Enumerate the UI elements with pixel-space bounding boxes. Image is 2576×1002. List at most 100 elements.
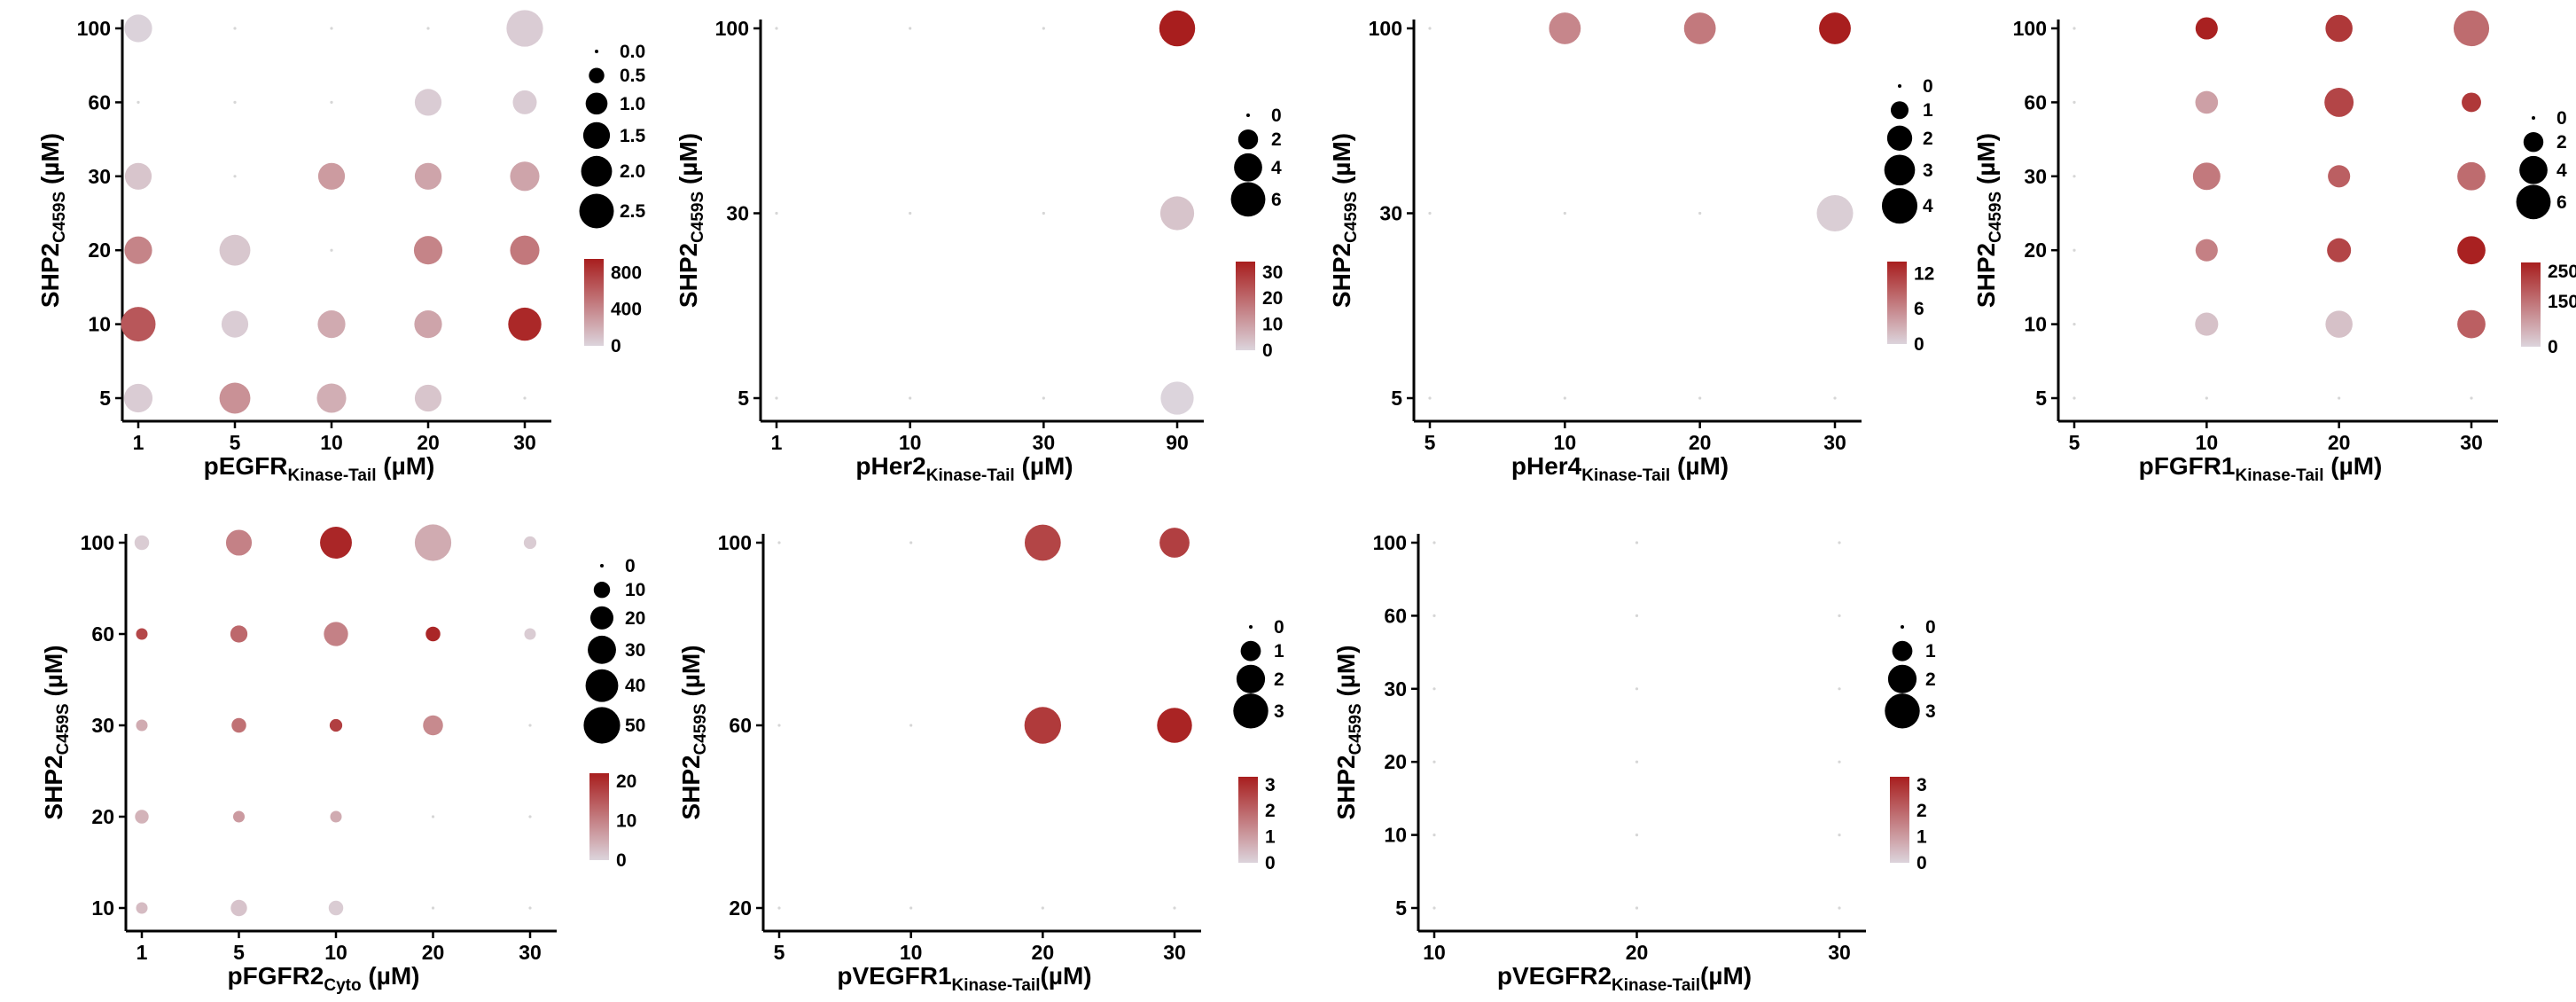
x-tick-label: 10 [2196, 431, 2219, 454]
data-bubble [2457, 236, 2486, 265]
grid-dot [1432, 906, 1436, 910]
data-bubble [414, 162, 442, 190]
grid-dot [1041, 906, 1044, 910]
data-bubble [524, 628, 536, 640]
x-tick-label: 30 [1033, 431, 1056, 454]
grid-dot [1428, 211, 1432, 215]
color-bar-label: 20 [1262, 288, 1283, 309]
y-axis-title: SHP2C459S (µM) [1972, 133, 2005, 308]
size-legend-dot [1234, 153, 1262, 182]
data-bubble [230, 625, 248, 643]
x-tick-label: 20 [2328, 431, 2351, 454]
data-bubble [328, 900, 344, 916]
y-tick-label: 60 [91, 622, 114, 646]
x-axis-title: pEGFRKinase-Tail (µM) [204, 452, 435, 485]
y-tick-label: 30 [1384, 677, 1407, 701]
x-tick-label: 20 [1626, 941, 1649, 964]
data-bubble [136, 902, 148, 914]
size-legend-dot [585, 92, 608, 115]
size-legend-label: 0.5 [620, 66, 646, 86]
y-axis-title: SHP2C459S (µM) [1328, 133, 1361, 308]
grid-dot [2073, 248, 2076, 252]
data-bubble [2325, 310, 2353, 338]
grid-dot [909, 211, 912, 215]
x-axis-title: pVEGFR2Kinase-Tail(µM) [1497, 962, 1752, 995]
size-legend-dot [1881, 188, 1918, 224]
size-legend-label: 4 [1271, 158, 1282, 178]
x-tick-label: 30 [1823, 431, 1846, 454]
size-legend-dot [1236, 664, 1266, 693]
data-bubble [2195, 17, 2218, 40]
y-tick-label: 100 [2013, 17, 2047, 40]
size-legend-label: 2 [1271, 129, 1282, 150]
y-tick-label: 20 [91, 805, 114, 828]
color-bar-label: 0 [2548, 337, 2558, 357]
data-bubble [2328, 165, 2351, 188]
data-bubble [506, 10, 543, 47]
data-bubble [231, 717, 246, 733]
size-legend-label: 3 [1923, 160, 1933, 181]
size-legend-dot [1892, 640, 1913, 661]
size-legend-dot [1885, 693, 1920, 729]
data-bubble [135, 810, 149, 824]
grid-dot [1432, 614, 1436, 618]
size-legend-label: 0 [1271, 106, 1282, 126]
color-bar-label: 0 [611, 336, 621, 356]
grid-dot [1428, 27, 1432, 30]
grid-dot [1838, 687, 1841, 691]
size-legend-label: 0 [625, 556, 636, 576]
data-bubble [510, 161, 540, 192]
y-tick-label: 10 [1384, 824, 1407, 847]
data-bubble [414, 524, 452, 561]
data-bubble [320, 527, 352, 559]
grid-dot [1838, 906, 1841, 910]
y-tick-label: 20 [729, 896, 752, 920]
data-bubble [2453, 10, 2490, 47]
x-tick-label: 10 [1423, 941, 1446, 964]
data-bubble [232, 810, 246, 823]
x-axis-title: pFGFR2Cyto (µM) [227, 962, 419, 995]
grid-dot [1563, 396, 1566, 400]
size-legend-label: 2 [1925, 669, 1936, 690]
data-bubble [2457, 161, 2486, 191]
grid-dot [1698, 396, 1702, 400]
x-tick-label: 30 [1163, 941, 1186, 964]
size-legend-dot [589, 67, 605, 83]
color-bar [1890, 777, 1909, 863]
size-legend-label: 2 [1274, 669, 1284, 690]
size-legend-label: 1 [1274, 641, 1284, 661]
color-bar-label: 10 [1262, 315, 1283, 335]
grid-dot [1563, 211, 1566, 215]
grid-dot [330, 27, 333, 30]
grid-dot [2073, 27, 2076, 30]
grid-dot [1173, 906, 1176, 910]
grid-dot [431, 815, 435, 818]
size-legend-dot [1890, 101, 1909, 120]
size-legend-label: 2.0 [620, 161, 645, 182]
data-bubble [2327, 238, 2352, 262]
grid-dot [1635, 541, 1639, 544]
color-bar-label: 0 [1914, 334, 1924, 355]
size-legend-label: 20 [625, 608, 645, 629]
size-legend-dot [1249, 625, 1253, 629]
data-bubble [316, 383, 347, 413]
grid-dot [777, 541, 781, 544]
color-bar-label: 3 [1916, 775, 1927, 795]
data-bubble [508, 307, 542, 341]
y-tick-label: 10 [2024, 313, 2047, 336]
size-legend-dot [582, 121, 611, 149]
y-tick-label: 100 [1373, 531, 1407, 554]
grid-dot [1635, 906, 1639, 910]
size-legend-label: 4 [2556, 160, 2567, 181]
grid-dot [909, 27, 912, 30]
size-legend-dot [1246, 114, 1250, 117]
color-bar-label: 800 [611, 262, 642, 283]
grid-dot [909, 541, 913, 544]
data-bubble [2457, 309, 2486, 339]
size-legend-label: 1 [1923, 100, 1933, 121]
x-tick-label: 1 [771, 431, 783, 454]
size-legend-label: 10 [625, 580, 645, 600]
